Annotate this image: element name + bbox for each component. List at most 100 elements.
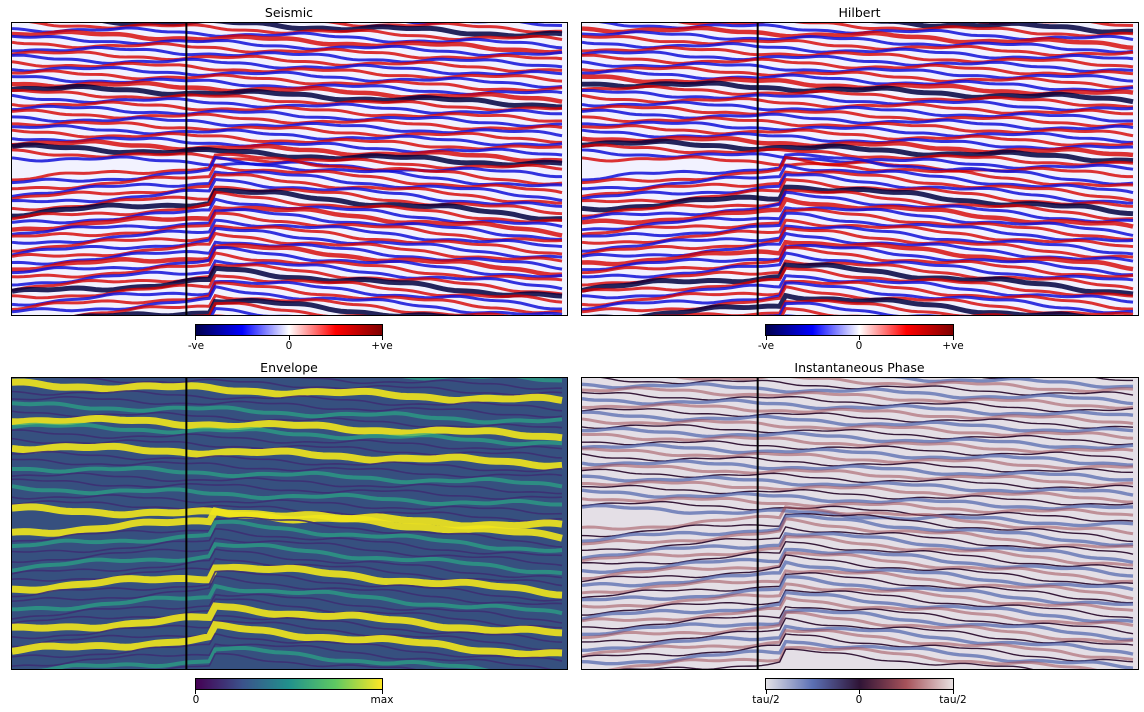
phase-band bbox=[582, 391, 1134, 413]
phase-band bbox=[582, 505, 1134, 536]
seismic-reflector bbox=[12, 104, 563, 128]
phase-band bbox=[582, 526, 1134, 555]
phase-band bbox=[582, 407, 1134, 429]
seismic-reflector bbox=[12, 245, 563, 279]
hilbert-reflector bbox=[582, 138, 1134, 164]
seismic-reflector bbox=[12, 142, 563, 168]
envelope-band bbox=[12, 507, 563, 542]
hilbert-reflector bbox=[582, 84, 1134, 109]
hilbert-colorbar-max: +ve bbox=[942, 340, 964, 352]
seismic-colorbar-min: -ve bbox=[187, 340, 205, 352]
seismic-section bbox=[12, 23, 563, 315]
seismic-reflector bbox=[12, 34, 563, 57]
seismic-reflector bbox=[12, 66, 563, 89]
seismic-reflector bbox=[12, 152, 563, 186]
seismic-reflector bbox=[12, 240, 563, 271]
seismic-reflector bbox=[12, 224, 563, 256]
seismic-reflector bbox=[12, 211, 563, 243]
envelope-band bbox=[12, 519, 563, 553]
envelope-band bbox=[12, 593, 563, 624]
envelope-band bbox=[12, 500, 563, 522]
hilbert-reflectors bbox=[582, 23, 1134, 315]
hilbert-reflector bbox=[582, 155, 1134, 179]
phase-band bbox=[582, 610, 1134, 644]
hilbert-reflector bbox=[582, 211, 1134, 243]
hilbert-reflector bbox=[582, 53, 1134, 76]
hilbert-reflector bbox=[582, 239, 1134, 272]
hilbert-reflector bbox=[582, 190, 1134, 224]
seismic-reflector bbox=[12, 124, 563, 147]
phase-section bbox=[582, 378, 1134, 669]
hilbert-reflector bbox=[582, 173, 1134, 205]
phase-image bbox=[581, 377, 1139, 670]
seismic-colorbar bbox=[195, 324, 383, 336]
phase-band bbox=[582, 551, 1134, 584]
phase-band bbox=[582, 569, 1134, 601]
hilbert-reflector bbox=[760, 301, 940, 315]
phase-band bbox=[582, 447, 1134, 471]
seismic-reflector bbox=[324, 23, 563, 34]
envelope-band bbox=[12, 548, 563, 579]
phase-band bbox=[582, 459, 1134, 482]
seismic-reflector bbox=[12, 29, 563, 55]
seismic-reflector bbox=[12, 139, 563, 164]
seismic-reflector bbox=[101, 23, 563, 39]
hilbert-reflector bbox=[582, 245, 1134, 279]
hilbert-reflector bbox=[582, 226, 1134, 259]
seismic-reflector bbox=[12, 281, 563, 315]
hilbert-reflector bbox=[582, 163, 1134, 195]
envelope-band bbox=[12, 620, 563, 651]
seismic-reflector bbox=[12, 285, 563, 315]
phase-band bbox=[582, 617, 1134, 646]
seismic-reflector bbox=[12, 263, 563, 296]
envelope-band bbox=[12, 602, 563, 637]
hilbert-reflector bbox=[582, 224, 1134, 256]
hilbert-reflector bbox=[651, 299, 1015, 315]
hilbert-reflector bbox=[761, 23, 1134, 35]
envelope-band bbox=[12, 401, 563, 425]
hilbert-reflector bbox=[582, 281, 1134, 315]
seismic-reflector bbox=[12, 46, 563, 69]
phase-band bbox=[582, 386, 1134, 410]
envelope-band bbox=[12, 614, 563, 643]
phase-band bbox=[582, 484, 1134, 506]
hilbert-reflector bbox=[582, 188, 1134, 221]
seismic-reflector bbox=[12, 80, 563, 104]
seismic-reflector bbox=[12, 163, 563, 195]
phase-band bbox=[582, 572, 1134, 604]
hilbert-reflector bbox=[582, 100, 1134, 123]
phase-band bbox=[582, 440, 1134, 461]
envelope-section bbox=[12, 378, 567, 669]
hilbert-reflector bbox=[582, 40, 1134, 61]
hilbert-reflector bbox=[582, 124, 1134, 147]
envelope-band bbox=[12, 598, 563, 629]
seismic-reflector bbox=[12, 259, 563, 291]
envelope-band bbox=[12, 458, 563, 478]
phase-band bbox=[582, 463, 1134, 487]
phase-band bbox=[582, 480, 1134, 504]
seismic-reflector bbox=[12, 279, 563, 311]
phase-band bbox=[582, 426, 1134, 450]
hilbert-reflector bbox=[582, 262, 1134, 297]
hilbert-colorbar-mid: 0 bbox=[855, 340, 863, 352]
envelope-band bbox=[12, 437, 563, 459]
envelope-image bbox=[11, 377, 568, 670]
hilbert-reflector bbox=[582, 50, 1134, 73]
phase-band bbox=[582, 417, 1134, 440]
hilbert-reflector bbox=[582, 206, 1134, 237]
envelope-band bbox=[12, 542, 563, 576]
envelope-band bbox=[12, 570, 563, 602]
seismic-reflector bbox=[12, 170, 563, 202]
seismic-reflector bbox=[12, 50, 563, 73]
hilbert-reflector bbox=[589, 292, 1092, 315]
hilbert-reflector bbox=[582, 60, 1134, 83]
phase-band bbox=[582, 628, 1134, 661]
envelope-band bbox=[12, 516, 563, 548]
phase-band bbox=[582, 503, 1134, 528]
hilbert-reflector bbox=[582, 184, 1134, 217]
envelope-band bbox=[37, 645, 489, 669]
hilbert-colorbar bbox=[765, 324, 954, 336]
seismic-reflector bbox=[12, 173, 563, 205]
hilbert-reflector bbox=[582, 155, 1134, 188]
hilbert-reflector bbox=[582, 120, 1134, 144]
